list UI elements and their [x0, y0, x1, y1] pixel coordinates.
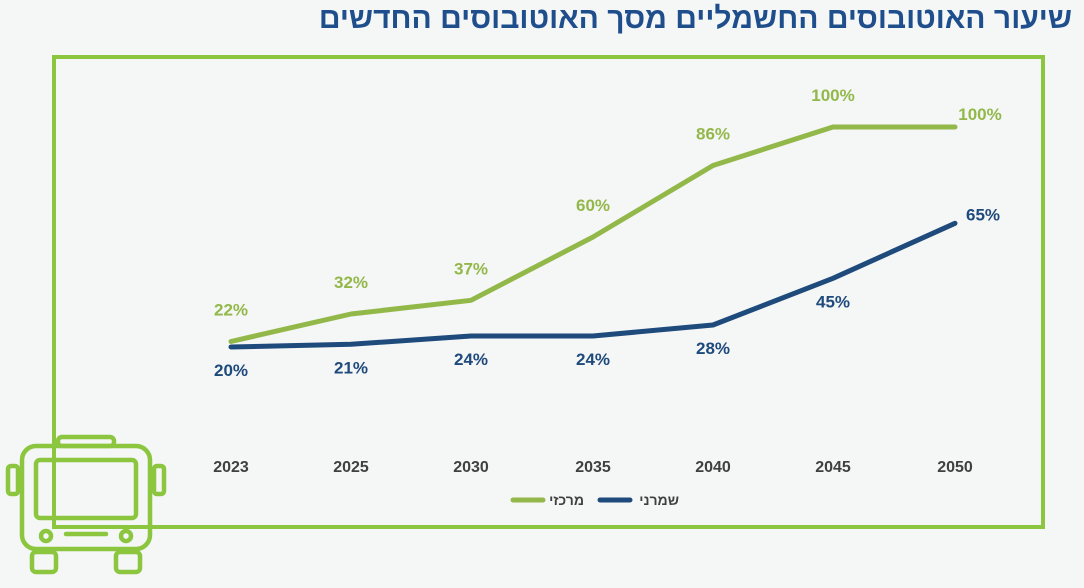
data-label-central: 86% [696, 125, 730, 144]
data-label-central: 22% [214, 301, 248, 320]
x-tick-label: 2023 [213, 459, 249, 476]
chart-frame [52, 55, 1045, 529]
data-label-central: 60% [576, 196, 610, 215]
x-tick-label: 2035 [575, 459, 611, 476]
data-label-conservative: 24% [576, 350, 610, 369]
x-tick-label: 2040 [695, 459, 731, 476]
series-line-central [228, 124, 958, 344]
data-label-conservative: 28% [696, 339, 730, 358]
x-tick-label: 2030 [453, 459, 489, 476]
x-tick-label: 2045 [815, 459, 851, 476]
data-label-conservative: 65% [966, 205, 1000, 224]
data-label-conservative: 24% [454, 350, 488, 369]
legend-label-central: מרכזי [549, 492, 584, 508]
data-label-central: 37% [454, 259, 488, 278]
x-tick-label: 2025 [333, 459, 369, 476]
data-label-central: 100% [811, 86, 854, 105]
data-label-conservative: 45% [816, 292, 850, 311]
data-label-central: 100% [958, 105, 1001, 124]
series-line-conservative [228, 220, 958, 350]
bus-icon [5, 434, 167, 575]
legend-label-conservative: שמרני [639, 492, 679, 508]
page-title: שיעור האוטובוסים החשמליים מסך האוטובוסים… [318, 2, 1072, 35]
data-label-central: 32% [334, 273, 368, 292]
data-label-conservative: 21% [334, 358, 368, 377]
x-tick-label: 2050 [937, 459, 973, 476]
data-label-conservative: 20% [214, 361, 248, 380]
